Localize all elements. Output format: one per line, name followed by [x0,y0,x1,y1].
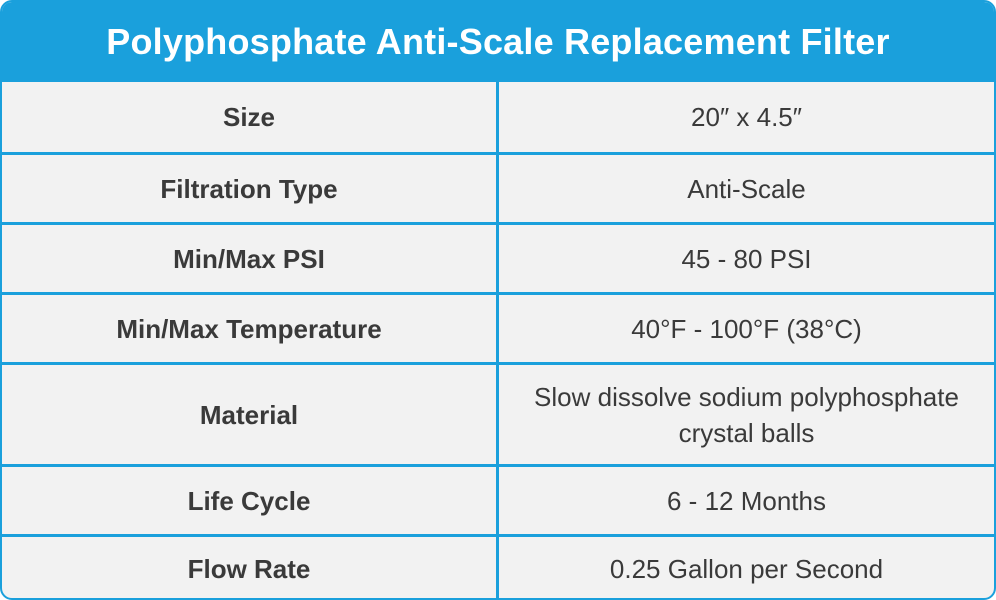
row-label-life-cycle: Life Cycle [2,467,499,534]
table-row: Size 20″ x 4.5″ [2,82,994,152]
spec-rows: Size 20″ x 4.5″ Filtration Type Anti-Sca… [2,82,994,598]
row-value-psi: 45 - 80 PSI [681,243,812,274]
row-value-size: 20″ x 4.5″ [691,102,802,132]
row-value-filtration-type: Anti-Scale [687,173,806,204]
table-row: Flow Rate 0.25 Gallon per Second [2,534,994,598]
table-row: Min/Max Temperature 40°F - 100°F (38°C) [2,292,994,362]
row-value-temperature: 40°F - 100°F (38°C) [631,313,862,344]
row-label-material: Material [2,365,499,464]
row-value-life-cycle: 6 - 12 Months [667,485,826,516]
table-row: Min/Max PSI 45 - 80 PSI [2,222,994,292]
table-title: Polyphosphate Anti-Scale Replacement Fil… [2,2,994,82]
row-label-temperature: Min/Max Temperature [2,295,499,362]
table-row: Life Cycle 6 - 12 Months [2,464,994,534]
row-value-flow-rate: 0.25 Gallon per Second [609,554,884,584]
row-label-size: Size [2,82,499,152]
row-label-filtration-type: Filtration Type [2,155,499,222]
row-label-flow-rate: Flow Rate [2,537,499,598]
row-value-material: Slow dissolve sodium polyphosphate cryst… [534,381,959,448]
table-row: Filtration Type Anti-Scale [2,152,994,222]
row-label-psi: Min/Max PSI [2,225,499,292]
table-row: Material Slow dissolve sodium polyphosph… [2,362,994,464]
